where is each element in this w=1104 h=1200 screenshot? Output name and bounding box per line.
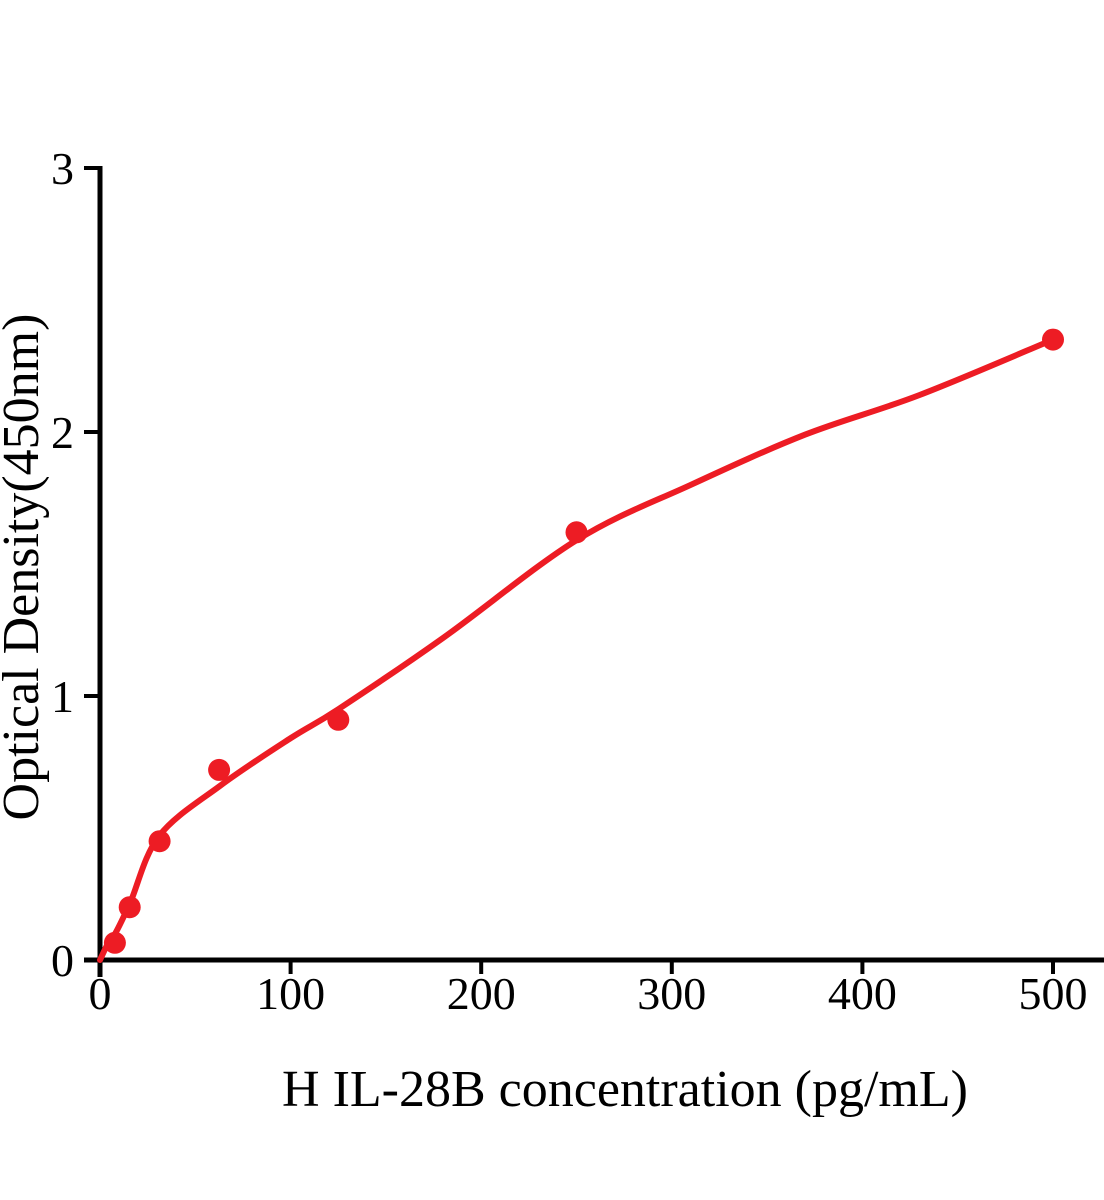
plot-area: 0 100 200 300 400 500 0 1 2 3 H IL-28B concentra… (0, 143, 1104, 1118)
data-point-marker (103, 931, 126, 954)
y-tick-label: 0 (51, 935, 74, 986)
data-point-marker (565, 521, 588, 544)
data-point-marker (327, 708, 350, 731)
x-tick-label: 400 (828, 968, 897, 1019)
x-tick-label: 300 (637, 968, 706, 1019)
fitted-curve-line (97, 336, 1056, 963)
x-tick-label: 0 (89, 968, 112, 1019)
x-tick-label: 100 (256, 968, 325, 1019)
data-point-marker (208, 758, 231, 781)
data-point-marker (148, 830, 171, 853)
y-tick-label: 1 (51, 671, 74, 722)
data-point-marker (1042, 328, 1064, 351)
x-tick-label: 500 (1019, 968, 1088, 1019)
x-axis-ticks: 0 100 200 300 400 500 (89, 960, 1088, 1019)
y-axis-ticks: 0 1 2 3 (51, 143, 100, 986)
x-tick-label: 200 (447, 968, 516, 1019)
data-point-marker (118, 896, 141, 919)
y-axis-title: Optical Density(450nm) (0, 314, 50, 821)
data-points (103, 328, 1064, 954)
x-axis-title: H IL-28B concentration (pg/mL) (282, 1061, 968, 1118)
y-tick-label: 2 (51, 407, 74, 458)
y-tick-label: 3 (51, 143, 74, 194)
